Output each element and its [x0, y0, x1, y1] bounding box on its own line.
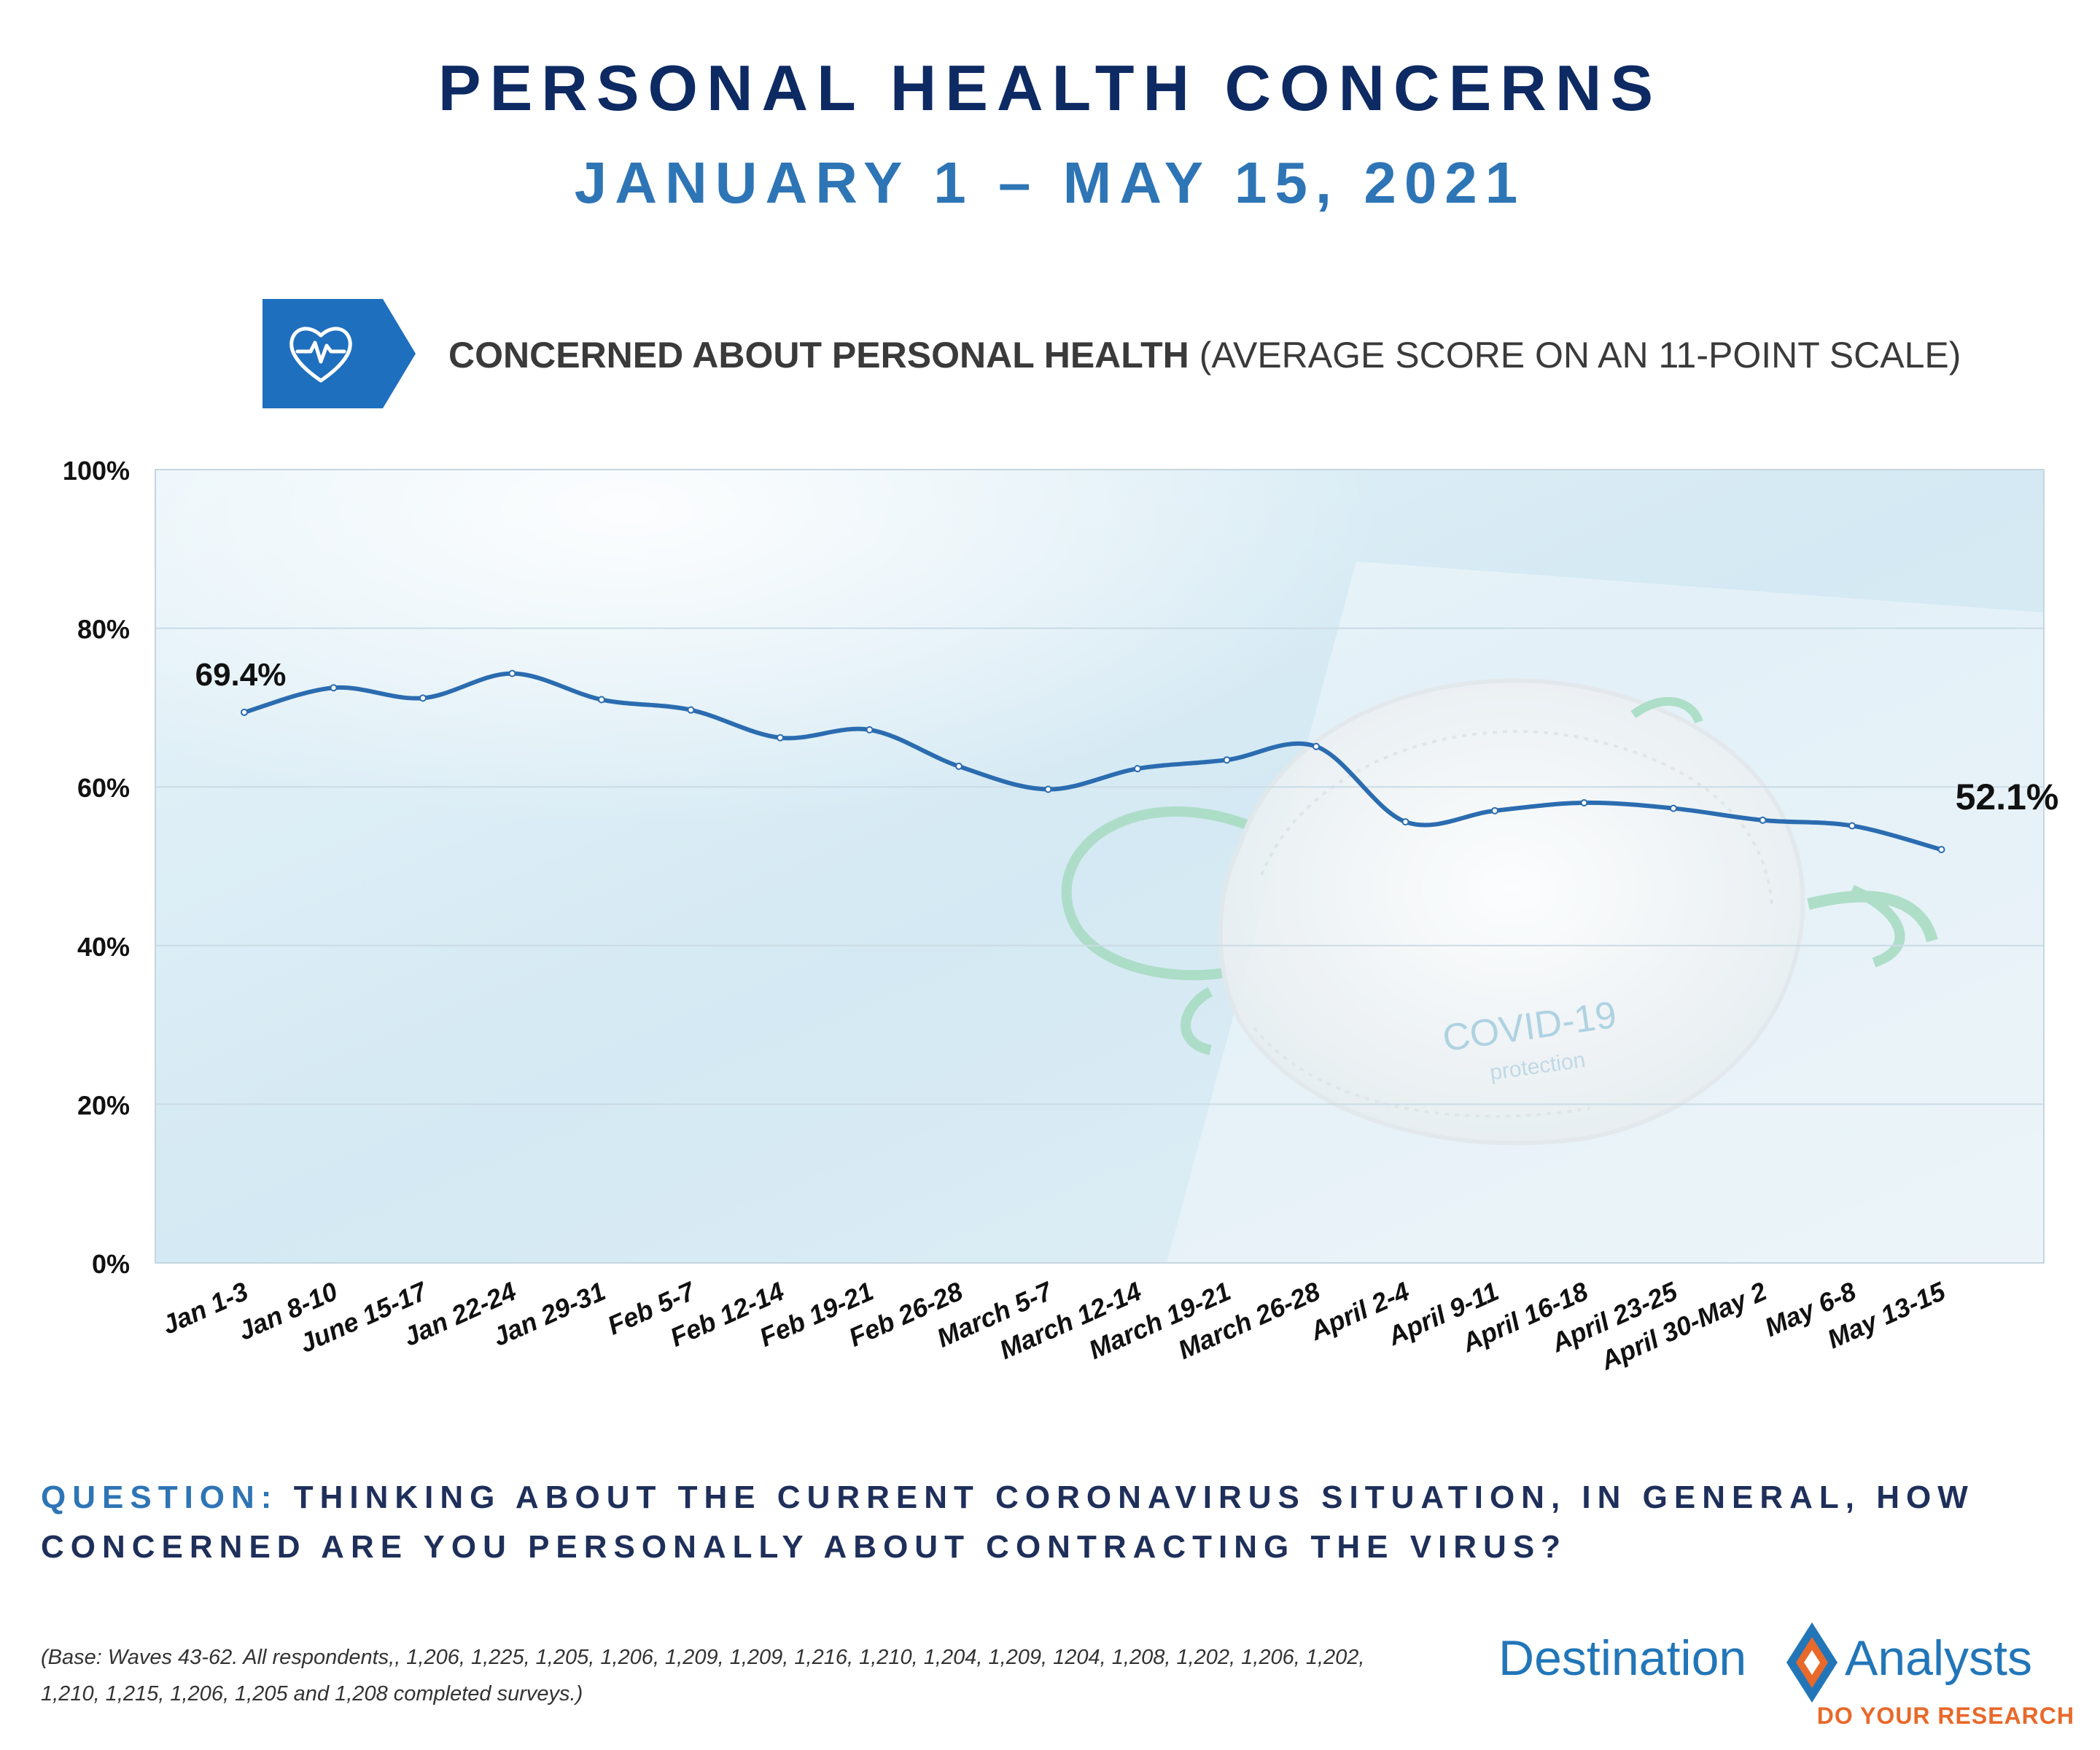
- logo-diamond-icon: [1786, 1622, 1838, 1703]
- data-point: [508, 669, 516, 677]
- series-line: [242, 671, 1944, 852]
- logo-word-right: Analysts: [1845, 1630, 2032, 1686]
- data-label: 69.4%: [195, 657, 287, 693]
- base-note: (Base: Waves 43-62. All respondents,, 1,…: [41, 1646, 1365, 1706]
- y-tick-label: 100%: [63, 456, 130, 486]
- y-tick-label: 60%: [77, 773, 130, 803]
- plot-border: [155, 469, 2045, 1264]
- destination-analysts-logo: Destination Analysts DO YOUR RESEARCH: [1498, 1615, 2074, 1732]
- page-title: PERSONAL HEALTH CONCERNS: [438, 52, 1662, 124]
- data-point: [1223, 756, 1231, 764]
- y-tick-label: 0%: [92, 1249, 130, 1279]
- logo-tagline: DO YOUR RESEARCH: [1816, 1703, 2074, 1729]
- data-label: 52.1%: [1956, 777, 2059, 817]
- question-text: THINKING ABOUT THE CURRENT CORONAVIRUS S…: [41, 1479, 1975, 1565]
- data-point: [1044, 785, 1052, 793]
- data-point: [1312, 742, 1320, 750]
- survey-question: QUESTION: THINKING ABOUT THE CURRENT COR…: [41, 1473, 2039, 1572]
- data-point: [955, 762, 962, 770]
- page-subtitle: JANUARY 1 – MAY 15, 2021: [574, 150, 1526, 215]
- data-point: [1491, 806, 1498, 814]
- data-point: [866, 726, 874, 734]
- data-point: [1401, 818, 1409, 826]
- data-point: [241, 708, 248, 716]
- data-point: [598, 696, 605, 704]
- data-point: [419, 694, 427, 702]
- data-point: [330, 684, 338, 692]
- y-tick-label: 40%: [77, 932, 130, 962]
- logo-word-left: Destination: [1498, 1630, 1747, 1686]
- y-tick-label: 80%: [77, 615, 130, 645]
- question-label: QUESTION:: [41, 1479, 279, 1515]
- data-point: [1134, 765, 1141, 773]
- data-point: [1848, 822, 1856, 830]
- face-mask-illustration: COVID-19 protection: [1061, 678, 1938, 1146]
- metric-label-rest: (AVERAGE SCORE ON AN 11-POINT SCALE): [1199, 335, 1961, 376]
- data-point: [1759, 816, 1767, 824]
- data-point: [1937, 846, 1945, 854]
- heart-pulse-icon: [262, 299, 416, 408]
- data-point: [1670, 804, 1677, 812]
- metric-label: CONCERNED ABOUT PERSONAL HEALTH (AVERAGE…: [448, 334, 1961, 376]
- line-chart: COVID-19 protection 0%20%40%60%80%100% J…: [63, 456, 2059, 1376]
- metric-label-strong: CONCERNED ABOUT PERSONAL HEALTH: [448, 335, 1189, 376]
- data-point: [777, 734, 784, 742]
- y-tick-label: 20%: [77, 1090, 130, 1120]
- data-point: [687, 706, 695, 714]
- data-point: [1580, 798, 1588, 806]
